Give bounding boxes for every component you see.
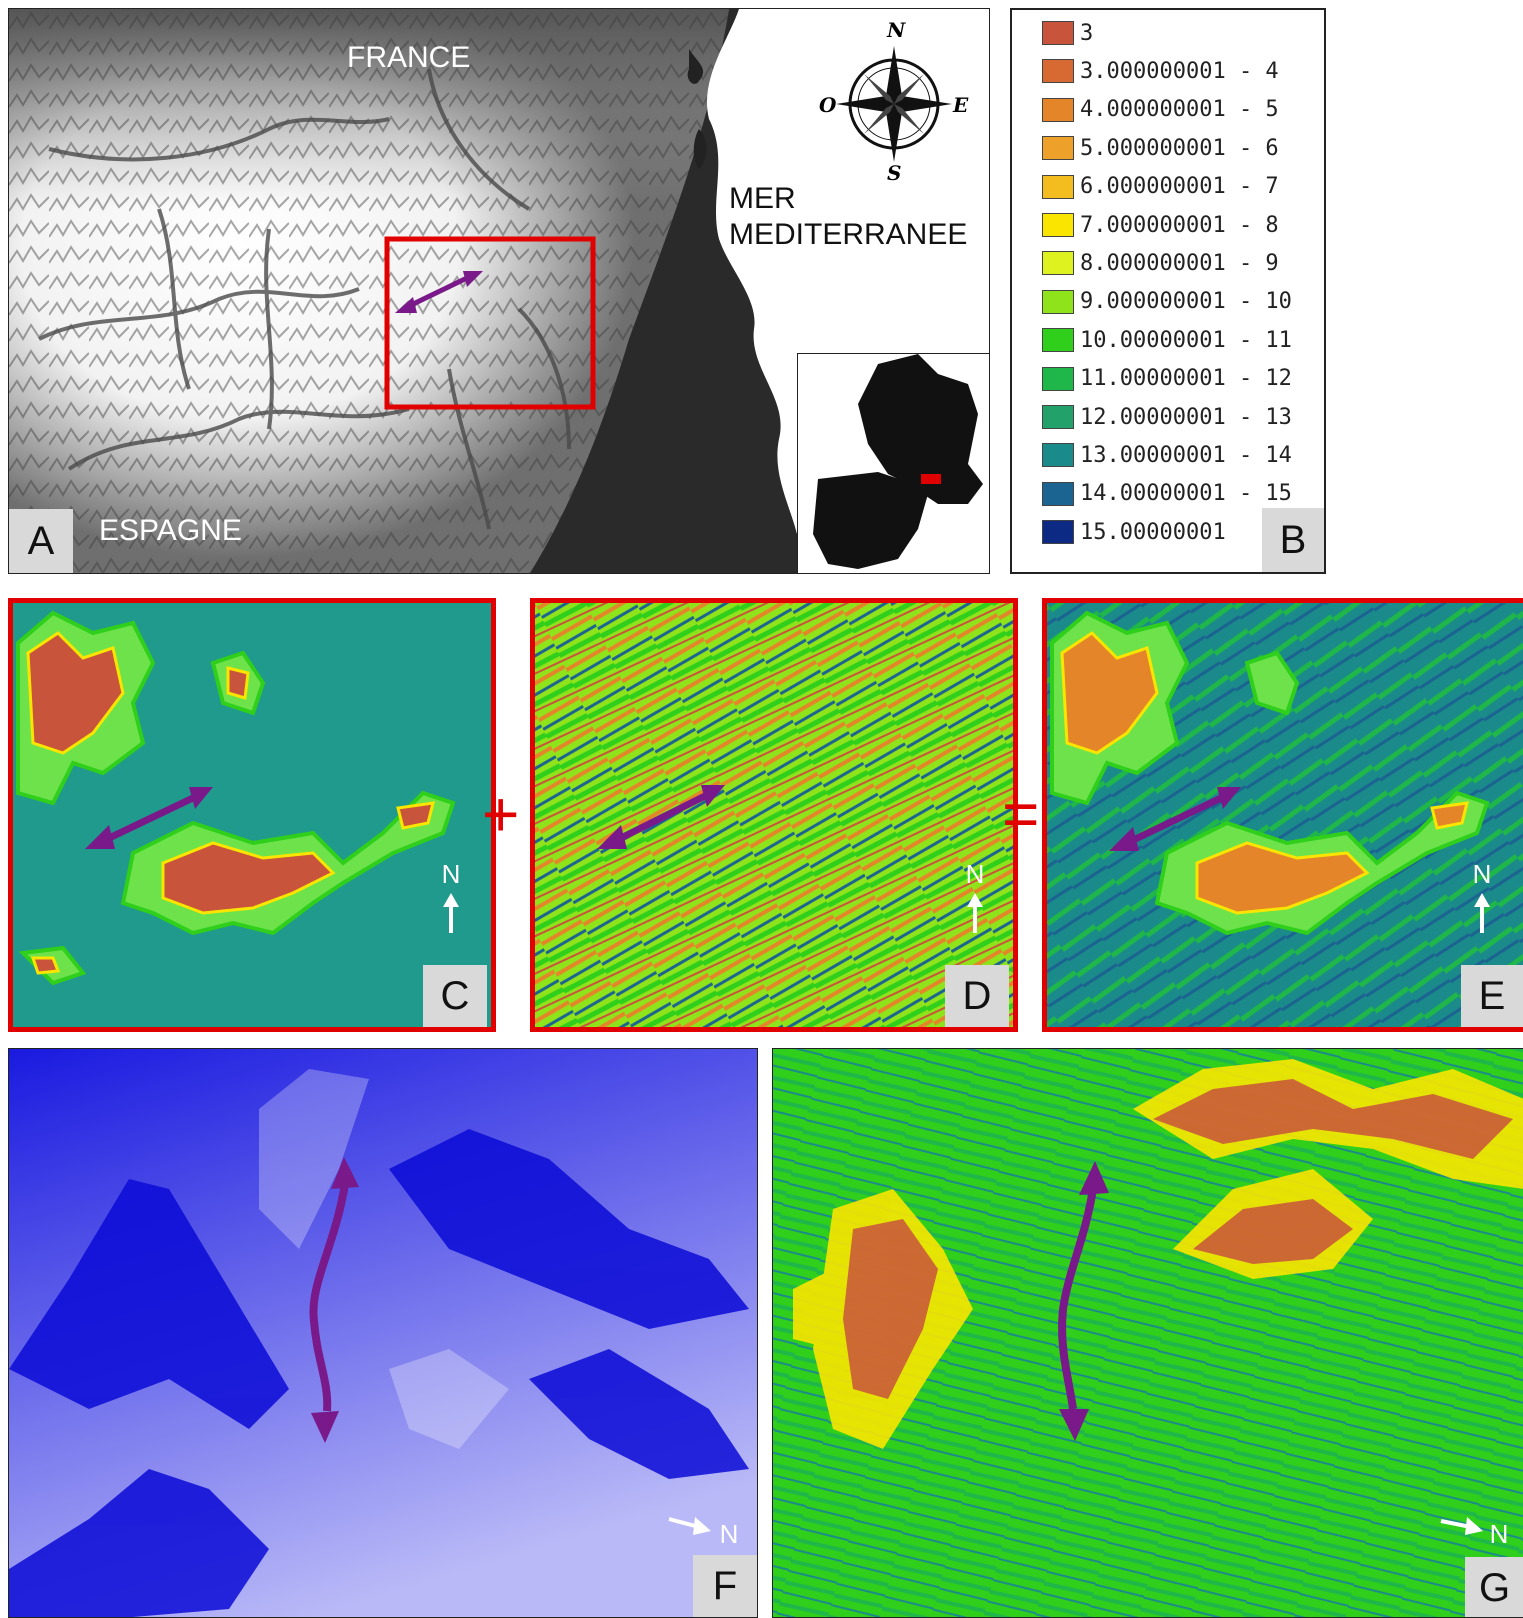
label-mer: MER — [729, 182, 796, 215]
legend-swatch — [1042, 251, 1074, 276]
panel-label-c: C — [423, 965, 487, 1027]
transect-arrow-g — [1058, 1161, 1109, 1441]
compass-w: O — [819, 93, 837, 117]
legend-swatch — [1042, 136, 1074, 161]
north-label-d: N — [965, 859, 985, 889]
north-label-f: N — [719, 1519, 739, 1549]
legend-label: 4.000000001 - 5 — [1080, 97, 1279, 123]
legend-label: 10.00000001 - 11 — [1080, 327, 1292, 353]
legend-label: 6.000000001 - 7 — [1080, 174, 1279, 200]
legend-swatch — [1042, 328, 1074, 353]
legend-item: 14.00000001 - 15 — [1042, 479, 1292, 509]
north-arrow-d — [967, 893, 983, 933]
compass-rose-icon — [836, 46, 952, 162]
legend-item: 11.00000001 - 12 — [1042, 364, 1292, 394]
legend-item: 7.000000001 - 8 — [1042, 210, 1279, 240]
legend-label: 3 — [1080, 20, 1094, 46]
legend-label: 8.000000001 - 9 — [1080, 250, 1279, 276]
legend-item: 8.000000001 - 9 — [1042, 248, 1279, 278]
panel-label-f: F — [693, 1555, 757, 1617]
panel-label-d: D — [945, 965, 1009, 1027]
label-france: FRANCE — [347, 41, 471, 74]
transect-arrow-d — [597, 785, 725, 849]
legend-swatch — [1042, 405, 1074, 429]
compass-e: E — [953, 93, 969, 117]
north-arrow-f — [668, 1517, 711, 1535]
transect-arrow-a — [395, 271, 483, 313]
north-label-c: N — [441, 859, 461, 889]
legend-list: 3 3.000000001 - 4 4.000000001 - 5 5.0000000… — [1042, 18, 1312, 545]
legend-item: 6.000000001 - 7 — [1042, 172, 1279, 202]
legend-swatch — [1042, 520, 1074, 545]
compass-s: S — [887, 161, 902, 185]
transect-arrow-f — [309, 1157, 359, 1443]
panel-d-graphic — [535, 603, 1013, 1027]
panel-e-map: N E — [1042, 598, 1523, 1032]
transect-arrow-e — [1109, 787, 1241, 851]
legend-item: 15.00000001 — [1042, 517, 1226, 547]
legend-swatch — [1042, 59, 1074, 84]
panel-b-legend: 3 3.000000001 - 4 4.000000001 - 5 5.0000000… — [1010, 8, 1326, 574]
legend-label: 11.00000001 - 12 — [1080, 366, 1292, 392]
north-arrow-e — [1474, 893, 1490, 933]
legend-item: 3 — [1042, 18, 1093, 48]
legend-label: 13.00000001 - 14 — [1080, 442, 1292, 468]
panel-label-a: A — [9, 509, 73, 573]
label-mediterranee: MEDITERRANEE — [729, 218, 968, 251]
north-label-g: N — [1489, 1519, 1509, 1549]
panel-g-graphic — [773, 1049, 1523, 1617]
legend-item: 13.00000001 - 14 — [1042, 440, 1292, 470]
panel-d-map: N D — [530, 598, 1018, 1032]
panel-c-map: N C — [8, 598, 496, 1032]
legend-swatch — [1042, 481, 1074, 506]
inset-location-map — [797, 353, 989, 573]
compass-n: N — [887, 18, 906, 42]
legend-item: 10.00000001 - 11 — [1042, 325, 1292, 355]
legend-swatch — [1042, 289, 1074, 314]
legend-item: 5.000000001 - 6 — [1042, 133, 1279, 163]
legend-label: 12.00000001 - 13 — [1080, 404, 1292, 430]
label-espagne: ESPAGNE — [99, 514, 242, 547]
legend-label: 9.000000001 - 10 — [1080, 289, 1292, 315]
legend-swatch — [1042, 443, 1074, 468]
legend-item: 9.000000001 - 10 — [1042, 287, 1292, 317]
elevation-map-graphic — [9, 9, 989, 573]
panel-a-elevation-map: FRANCE ESPAGNE MER MEDITERRANEE N S E O … — [8, 8, 990, 574]
north-label-e: N — [1472, 859, 1492, 889]
panel-f-3d-elevation: N F — [8, 1048, 758, 1618]
transect-arrow-c — [85, 787, 213, 849]
panel-label-e: E — [1461, 965, 1523, 1027]
legend-swatch — [1042, 21, 1074, 45]
legend-item: 3.000000001 - 4 — [1042, 56, 1279, 86]
legend-label: 7.000000001 - 8 — [1080, 212, 1279, 238]
legend-item: 12.00000001 - 13 — [1042, 402, 1292, 432]
legend-swatch — [1042, 97, 1074, 122]
legend-label: 15.00000001 — [1080, 519, 1226, 545]
panel-label-g: G — [1465, 1557, 1523, 1617]
north-arrow-c — [443, 893, 459, 933]
legend-swatch — [1042, 174, 1074, 199]
legend-label: 14.00000001 - 15 — [1080, 481, 1292, 507]
legend-swatch — [1042, 213, 1074, 237]
legend-swatch — [1042, 366, 1074, 391]
legend-label: 5.000000001 - 6 — [1080, 135, 1279, 161]
legend-item: 4.000000001 - 5 — [1042, 95, 1279, 125]
north-arrow-g — [1440, 1517, 1483, 1535]
panel-label-b: B — [1262, 508, 1324, 572]
panel-g-3d-result: N G — [772, 1048, 1523, 1618]
equals-operator: = — [1002, 778, 1040, 850]
panel-c-graphic — [16, 610, 459, 986]
legend-label: 3.000000001 - 4 — [1080, 58, 1279, 84]
plus-operator: + — [482, 778, 520, 850]
panel-e-graphic — [1047, 603, 1523, 1027]
panel-f-graphic — [9, 1049, 757, 1617]
